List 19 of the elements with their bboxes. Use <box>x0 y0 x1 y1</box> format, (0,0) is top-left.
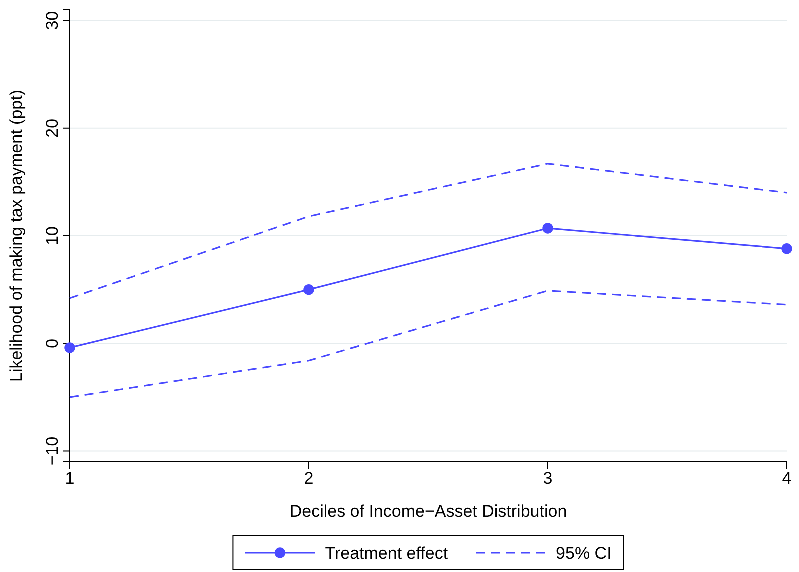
x-tick-label: 3 <box>543 469 553 488</box>
line-series <box>69 290 788 398</box>
y-tick-label: 10 <box>43 226 62 246</box>
point <box>542 223 554 234</box>
legend-label: 95% CI <box>556 544 612 563</box>
x-tick-label: 1 <box>65 469 75 488</box>
x-tick-label: 2 <box>304 469 314 488</box>
point <box>782 244 792 254</box>
x-tick-label: 4 <box>782 469 792 488</box>
point <box>304 284 314 296</box>
y-tick-label: 20 <box>43 118 62 138</box>
line-series <box>69 163 788 300</box>
x-axis-title: Deciles of Income−Asset Distribution <box>290 502 568 521</box>
y-tick-label: 30 <box>43 11 62 30</box>
point <box>64 342 76 354</box>
y-axis-title: Likelihood of making tax payment (ppt) <box>7 90 26 382</box>
y-tick-label: −10 <box>43 436 62 466</box>
y-tick-label: 0 <box>43 338 62 348</box>
legend-label: Treatment effect <box>325 544 448 563</box>
